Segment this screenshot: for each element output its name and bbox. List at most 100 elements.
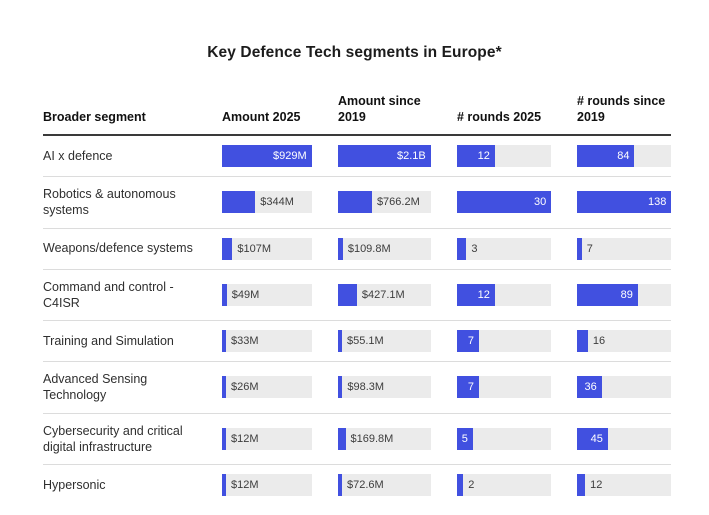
bar-fill-rounds-since-2019 <box>577 330 588 352</box>
bar-track-amount-2025: $49M <box>222 283 312 306</box>
segment-label: Cybersecurity and critical digital infra… <box>43 423 183 454</box>
bar-value-label: $427.1M <box>361 288 405 301</box>
bar-fill-rounds-since-2019 <box>577 145 635 167</box>
bar-fill-rounds-2025 <box>457 145 495 167</box>
table-row: Hypersonic $12M $72.6M 2 12 <box>43 465 671 505</box>
bar-value-label: $33M <box>231 335 259 347</box>
bar-track-amount-2025: $12M <box>222 474 312 496</box>
bar-value-label: $98.3M <box>347 381 385 394</box>
bar-value-label: $55.1M <box>347 335 384 347</box>
bar-fill-amount-since-2019 <box>338 474 342 496</box>
bar-fill-amount-2025 <box>222 145 312 167</box>
bar-fill-rounds-since-2019 <box>577 474 586 496</box>
bar-value-label: 7 <box>467 335 475 347</box>
bar-value-label: 89 <box>620 288 633 301</box>
bar-fill-rounds-since-2019 <box>577 237 582 260</box>
table-header-row: Broader segment Amount 2025 Amount since… <box>43 90 671 136</box>
bar-fill-amount-since-2019 <box>338 330 342 352</box>
bar-value-label: $344M <box>260 196 294 209</box>
bar-fill-amount-2025 <box>222 283 227 306</box>
chart-title: Key Defence Tech segments in Europe* <box>207 44 502 61</box>
segment-label: AI x defence <box>43 148 113 163</box>
segment-label: Hypersonic <box>43 477 106 492</box>
column-header-amount-since-2019: Amount since 2019 <box>338 93 421 124</box>
segment-label: Training and Simulation <box>43 333 174 348</box>
bar-value-label: $12M <box>231 479 259 491</box>
bar-value-label: 2 <box>468 479 475 491</box>
bar-value-label: $49M <box>231 288 260 301</box>
bar-track-rounds-since-2019: 84 <box>577 145 671 167</box>
table-row: AI x defence $929M $2.1B 12 84 <box>43 136 671 177</box>
bar-track-amount-since-2019: $109.8M <box>338 237 431 260</box>
table-body: AI x defence $929M $2.1B 12 84 Robotics & aut… <box>43 136 671 505</box>
bar-fill-amount-since-2019 <box>338 376 343 399</box>
bar-fill-amount-since-2019 <box>338 145 431 167</box>
segments-table: Broader segment Amount 2025 Amount since… <box>43 90 671 505</box>
segment-label: Advanced Sensing Technology <box>43 372 148 403</box>
bar-track-amount-since-2019: $98.3M <box>338 376 431 399</box>
bar-track-amount-2025: $344M <box>222 191 312 214</box>
bar-fill-rounds-since-2019 <box>577 376 602 399</box>
table-row: Command and control - C4ISR $49M $427.1M 12… <box>43 270 671 321</box>
bar-fill-amount-2025 <box>222 474 226 496</box>
bar-fill-rounds-2025 <box>457 330 479 352</box>
bar-value-label: 45 <box>590 432 603 445</box>
bar-value-label: 7 <box>467 381 475 394</box>
bar-track-rounds-since-2019: 45 <box>577 427 671 450</box>
bar-fill-amount-since-2019 <box>338 237 343 260</box>
bar-track-rounds-2025: 12 <box>457 145 551 167</box>
bar-track-amount-2025: $12M <box>222 427 312 450</box>
bar-track-rounds-since-2019: 12 <box>577 474 671 496</box>
bar-track-rounds-since-2019: 16 <box>577 330 671 352</box>
bar-fill-amount-since-2019 <box>338 427 346 450</box>
bar-fill-amount-2025 <box>222 376 226 399</box>
bar-value-label: $72.6M <box>347 479 384 491</box>
bar-track-rounds-since-2019: 138 <box>577 191 671 214</box>
bar-fill-rounds-2025 <box>457 191 551 214</box>
bar-track-rounds-2025: 12 <box>457 283 551 306</box>
bar-track-amount-since-2019: $72.6M <box>338 474 431 496</box>
bar-value-label: $12M <box>231 432 259 445</box>
table-row: Cybersecurity and critical digital infra… <box>43 414 671 465</box>
bar-fill-rounds-since-2019 <box>577 283 638 306</box>
bar-track-amount-2025: $107M <box>222 237 312 260</box>
bar-track-rounds-2025: 7 <box>457 330 551 352</box>
bar-track-amount-2025: $33M <box>222 330 312 352</box>
column-header-broader-segment: Broader segment <box>43 109 146 124</box>
bar-track-amount-2025: $929M <box>222 145 312 167</box>
column-header-rounds-since-2019: # rounds since 2019 <box>577 93 666 124</box>
bar-value-label: $766.2M <box>376 196 420 209</box>
segment-label: Weapons/defence systems <box>43 241 193 256</box>
column-header-amount-2025: Amount 2025 <box>222 109 301 124</box>
bar-track-amount-since-2019: $55.1M <box>338 330 431 352</box>
bar-track-amount-since-2019: $169.8M <box>338 427 431 450</box>
bar-track-amount-2025: $26M <box>222 376 312 399</box>
bar-value-label: 5 <box>461 432 468 445</box>
table-row: Advanced Sensing Technology $26M $98.3M 7 36 <box>43 362 671 414</box>
bar-fill-rounds-2025 <box>457 474 464 496</box>
bar-track-rounds-since-2019: 36 <box>577 376 671 399</box>
bar-track-rounds-2025: 5 <box>457 427 551 450</box>
bar-value-label: 3 <box>471 242 478 255</box>
bar-fill-rounds-2025 <box>457 237 467 260</box>
segment-label: Robotics & autonomous systems <box>43 187 176 218</box>
segment-label: Command and control - C4ISR <box>43 279 174 310</box>
table-row: Weapons/defence systems $107M $109.8M 3 7 <box>43 229 671 270</box>
bar-fill-rounds-2025 <box>457 427 473 450</box>
table-row: Robotics & autonomous systems $344M $766.2… <box>43 177 671 229</box>
column-header-rounds-2025: # rounds 2025 <box>457 109 542 124</box>
bar-fill-rounds-2025 <box>457 376 479 399</box>
bar-value-label: 30 <box>534 196 547 209</box>
bar-fill-rounds-2025 <box>457 283 495 306</box>
bar-track-amount-since-2019: $427.1M <box>338 283 431 306</box>
bar-value-label: $26M <box>231 381 259 394</box>
bar-track-amount-since-2019: $766.2M <box>338 191 431 214</box>
bar-value-label: 12 <box>477 288 490 301</box>
bar-track-rounds-2025: 2 <box>457 474 551 496</box>
bar-fill-amount-2025 <box>222 237 233 260</box>
table-row: Training and Simulation $33M $55.1M 7 16 <box>43 321 671 362</box>
bar-value-label: $107M <box>237 242 271 255</box>
bar-value-label: 12 <box>477 150 490 162</box>
bar-fill-amount-since-2019 <box>338 191 372 214</box>
